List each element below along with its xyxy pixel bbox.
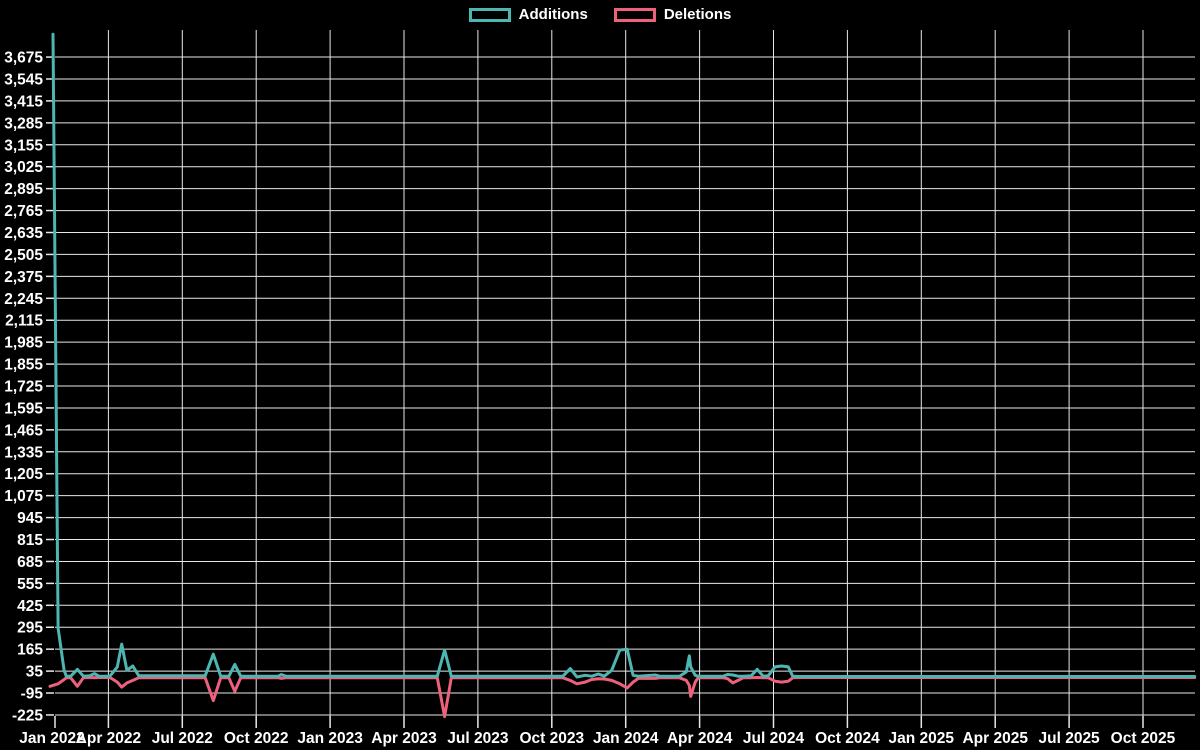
y-tick-label: 165 <box>17 642 43 659</box>
additions-swatch-icon <box>468 7 511 22</box>
y-tick-label: 3,545 <box>4 71 43 88</box>
y-tick-label: 1,075 <box>4 488 43 505</box>
y-tick-label: 1,205 <box>4 466 43 483</box>
legend-item-additions[interactable]: Additions <box>468 6 588 23</box>
y-tick-label: 2,895 <box>4 181 43 198</box>
additions-line <box>51 32 1197 679</box>
deletions-line <box>48 676 1197 719</box>
y-tick-label: 1,595 <box>4 400 43 417</box>
y-tick-label: 3,675 <box>4 50 43 67</box>
x-tick-label: Oct 2022 <box>224 730 289 747</box>
y-tick-label: 425 <box>17 598 43 615</box>
y-tick-label: 295 <box>17 620 43 637</box>
legend-label-additions: Additions <box>518 6 588 23</box>
x-tick-label: Oct 2024 <box>815 730 880 747</box>
x-tick-label: Jan 2025 <box>889 730 955 747</box>
y-tick-label: 3,155 <box>4 137 43 154</box>
x-tick-label: Apr 2024 <box>667 730 733 747</box>
y-tick-label: 2,115 <box>5 313 43 330</box>
x-tick-label: Jul 2023 <box>447 730 509 747</box>
y-tick-label: 815 <box>17 532 43 549</box>
y-tick-label: -225 <box>12 707 43 724</box>
y-tick-label: 2,765 <box>4 203 43 220</box>
x-tick-label: Apr 2023 <box>371 730 437 747</box>
y-tick-label: -95 <box>21 686 44 703</box>
x-tick-label: Jan 2023 <box>297 730 363 747</box>
y-tick-label: 2,375 <box>4 269 43 286</box>
y-tick-label: 2,635 <box>4 225 43 242</box>
y-tick-label: 555 <box>17 576 43 593</box>
y-tick-label: 2,245 <box>4 291 43 308</box>
y-tick-label: 1,985 <box>4 335 43 352</box>
y-tick-label: 1,465 <box>4 422 43 439</box>
y-tick-label: 945 <box>17 510 43 527</box>
y-tick-label: 35 <box>26 664 44 681</box>
legend-label-deletions: Deletions <box>663 6 732 23</box>
y-tick-label: 685 <box>17 554 43 571</box>
y-tick-label: 3,285 <box>4 115 43 132</box>
x-tick-label: Jan 2022 <box>19 730 85 747</box>
y-tick-label: 1,855 <box>4 357 43 374</box>
x-tick-label: Apr 2022 <box>76 730 141 747</box>
x-tick-label: Jul 2025 <box>1039 730 1101 747</box>
deletions-swatch-icon <box>613 7 656 22</box>
legend: Additions Deletions <box>0 7 1200 22</box>
y-tick-label: 1,725 <box>4 379 43 396</box>
legend-item-deletions[interactable]: Deletions <box>613 6 732 23</box>
x-tick-label: Oct 2023 <box>519 730 584 747</box>
x-tick-label: Jul 2024 <box>743 730 805 747</box>
x-tick-label: Oct 2025 <box>1111 730 1176 747</box>
y-tick-label: 1,335 <box>4 444 43 461</box>
x-tick-label: Jan 2024 <box>593 730 659 747</box>
y-tick-label: 2,505 <box>4 247 43 264</box>
x-tick-label: Apr 2025 <box>962 730 1028 747</box>
y-tick-label: 3,415 <box>4 93 43 110</box>
x-tick-label: Jul 2022 <box>152 730 213 747</box>
y-tick-label: 3,025 <box>4 159 43 176</box>
